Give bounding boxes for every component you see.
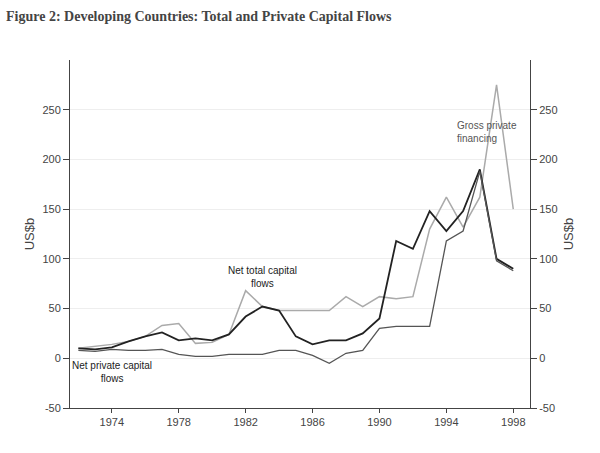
svg-text:1998: 1998 (501, 416, 525, 428)
svg-text:150: 150 (42, 203, 60, 215)
svg-text:0: 0 (55, 352, 61, 364)
svg-text:US$b: US$b (22, 218, 37, 251)
svg-text:200: 200 (539, 153, 557, 165)
svg-text:1978: 1978 (166, 416, 190, 428)
svg-text:-50: -50 (539, 402, 555, 414)
svg-text:0: 0 (539, 352, 545, 364)
svg-text:Figure 2: Developing Countries: Figure 2: Developing Countries: Total an… (6, 9, 392, 24)
svg-text:150: 150 (539, 203, 557, 215)
svg-text:Net private capitalflows: Net private capitalflows (72, 360, 152, 384)
svg-text:Net total capitalflows: Net total capitalflows (228, 265, 297, 289)
svg-text:-50: -50 (45, 402, 61, 414)
svg-text:1974: 1974 (100, 416, 124, 428)
svg-text:250: 250 (539, 104, 557, 116)
svg-text:50: 50 (49, 302, 61, 314)
svg-text:1994: 1994 (434, 416, 458, 428)
svg-text:200: 200 (42, 153, 60, 165)
svg-text:100: 100 (539, 253, 557, 265)
svg-text:50: 50 (539, 302, 551, 314)
svg-text:250: 250 (42, 104, 60, 116)
svg-text:1982: 1982 (233, 416, 257, 428)
svg-text:1990: 1990 (367, 416, 391, 428)
svg-text:1986: 1986 (300, 416, 324, 428)
svg-text:Gross privatefinancing: Gross privatefinancing (457, 120, 517, 144)
svg-text:US$b: US$b (561, 218, 576, 251)
svg-text:100: 100 (42, 253, 60, 265)
